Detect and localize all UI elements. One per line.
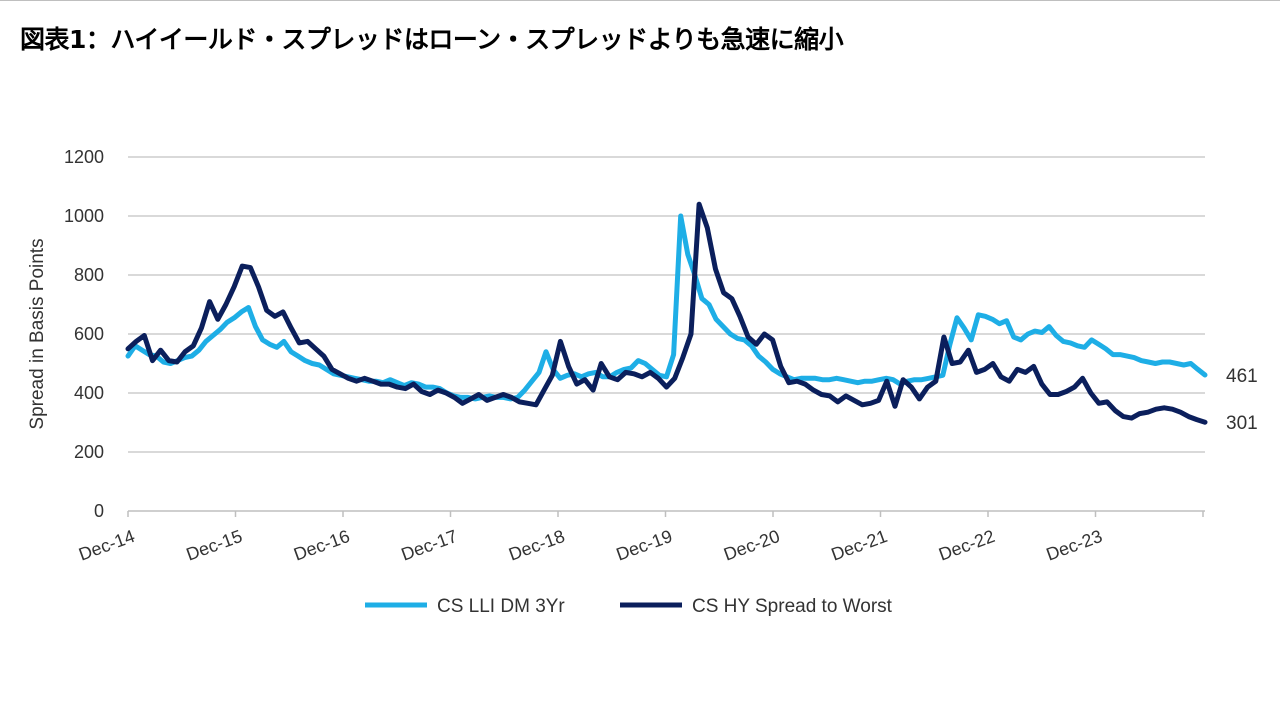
x-tick-label: Dec-18 bbox=[506, 526, 567, 565]
y-axis-label: Spread in Basis Points bbox=[27, 238, 48, 429]
y-tick-label: 1200 bbox=[64, 147, 104, 167]
y-tick-label: 200 bbox=[74, 442, 104, 462]
y-tick-label: 800 bbox=[74, 265, 104, 285]
x-tick-label: Dec-21 bbox=[828, 526, 889, 565]
series-line-cs-lli bbox=[125, 213, 1208, 402]
x-tick-label: Dec-16 bbox=[291, 526, 352, 565]
x-tick-label: Dec-15 bbox=[183, 526, 244, 565]
x-tick-label: Dec-22 bbox=[936, 526, 997, 565]
x-tick-label: Dec-17 bbox=[398, 526, 459, 565]
y-tick-label: 600 bbox=[74, 324, 104, 344]
y-tick-label: 0 bbox=[94, 501, 104, 521]
x-tick-label: Dec-14 bbox=[76, 526, 137, 565]
slide-title: 図表1：ハイイールド・スプレッドはローン・スプレッドよりも急速に縮小 bbox=[20, 25, 844, 54]
x-tick-label: Dec-23 bbox=[1043, 526, 1104, 565]
end-label-cs-lli: 461 bbox=[1226, 366, 1258, 387]
legend-label: CS HY Spread to Worst bbox=[692, 596, 893, 617]
x-tick-label: Dec-20 bbox=[721, 526, 782, 565]
x-tick-label: Dec-19 bbox=[613, 526, 674, 565]
end-label-cs-hy: 301 bbox=[1226, 413, 1258, 434]
y-tick-label: 400 bbox=[74, 383, 104, 403]
top-divider bbox=[0, 0, 1280, 1]
y-tick-label: 1000 bbox=[64, 206, 104, 226]
legend-label: CS LLI DM 3Yr bbox=[437, 596, 565, 617]
series-line-cs-hy bbox=[125, 201, 1208, 425]
